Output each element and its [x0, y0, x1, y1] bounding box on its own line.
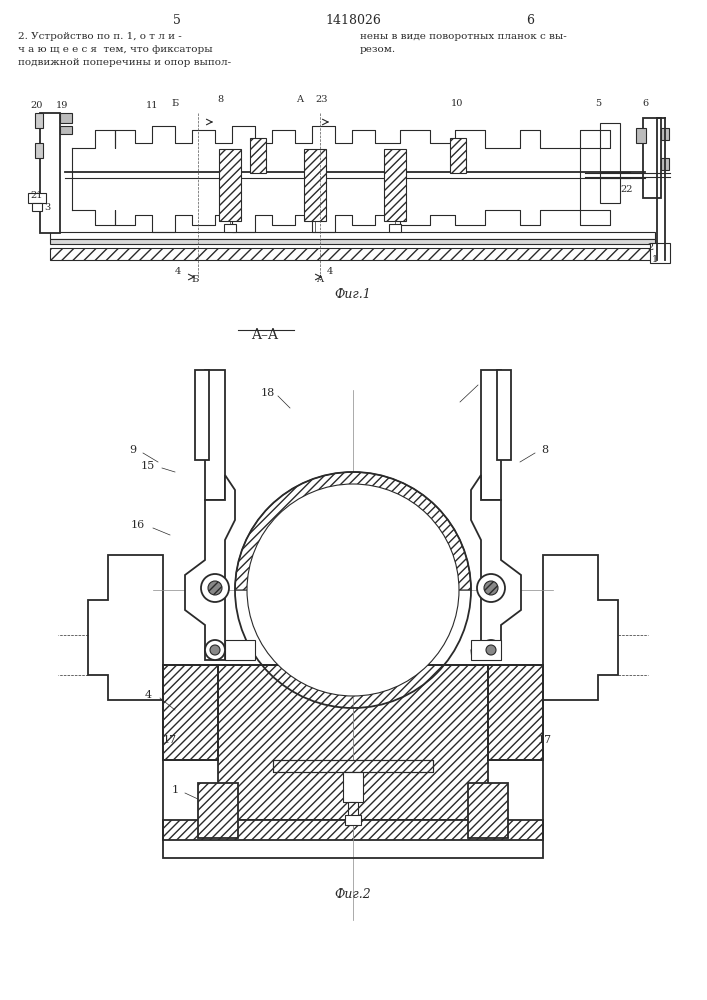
- Text: 23: 23: [316, 96, 328, 104]
- Text: 5: 5: [173, 13, 181, 26]
- Text: 6: 6: [526, 13, 534, 26]
- Bar: [35, 143, 43, 158]
- Text: 1418026: 1418026: [325, 13, 381, 26]
- Bar: [163, 820, 543, 840]
- Bar: [488, 665, 543, 760]
- Bar: [40, 113, 60, 233]
- Text: 1: 1: [171, 785, 179, 795]
- Bar: [60, 113, 72, 123]
- Polygon shape: [88, 555, 163, 700]
- Bar: [348, 802, 358, 817]
- Polygon shape: [543, 555, 618, 700]
- Circle shape: [477, 574, 505, 602]
- Circle shape: [201, 574, 229, 602]
- Bar: [343, 772, 363, 802]
- Bar: [661, 158, 669, 170]
- Polygon shape: [185, 475, 235, 660]
- Wedge shape: [235, 472, 471, 590]
- Bar: [471, 640, 501, 660]
- Polygon shape: [471, 475, 521, 660]
- Bar: [600, 123, 620, 203]
- Bar: [50, 232, 655, 239]
- Bar: [32, 203, 42, 211]
- Text: 23: 23: [480, 377, 494, 387]
- Text: 15: 15: [141, 461, 155, 471]
- Bar: [304, 149, 326, 221]
- Bar: [218, 665, 488, 820]
- Circle shape: [486, 645, 496, 655]
- Bar: [488, 665, 543, 760]
- Circle shape: [481, 640, 501, 660]
- Text: 22: 22: [621, 186, 633, 194]
- Bar: [468, 783, 508, 838]
- Bar: [35, 113, 43, 128]
- Bar: [345, 815, 361, 825]
- Text: 2: 2: [647, 243, 653, 252]
- Text: 4: 4: [175, 267, 181, 276]
- Bar: [273, 760, 433, 772]
- Bar: [497, 370, 511, 460]
- Bar: [224, 224, 236, 232]
- Text: 4: 4: [327, 267, 333, 276]
- Text: A: A: [296, 96, 303, 104]
- Bar: [163, 665, 218, 760]
- Text: 2. Устройство по п. 1, о т л и -
ч а ю щ е е с я  тем, что фиксаторы
подвижной п: 2. Устройство по п. 1, о т л и - ч а ю щ…: [18, 32, 231, 67]
- Text: A: A: [317, 274, 324, 284]
- Text: 6: 6: [642, 99, 648, 107]
- Bar: [250, 138, 266, 173]
- Bar: [50, 239, 655, 244]
- Bar: [389, 224, 401, 232]
- Text: 10: 10: [451, 99, 463, 107]
- Bar: [219, 149, 241, 221]
- Text: 3: 3: [44, 204, 50, 213]
- Bar: [60, 126, 72, 134]
- Bar: [198, 783, 238, 838]
- Circle shape: [205, 640, 225, 660]
- Circle shape: [210, 645, 220, 655]
- Text: 4: 4: [144, 690, 151, 700]
- Text: 19: 19: [56, 102, 68, 110]
- Text: 9: 9: [129, 445, 136, 455]
- Text: 18: 18: [261, 388, 275, 398]
- Text: 8: 8: [542, 445, 549, 455]
- Text: 16: 16: [131, 520, 145, 530]
- Text: A–A: A–A: [252, 328, 279, 342]
- Circle shape: [208, 581, 222, 595]
- Bar: [650, 243, 670, 263]
- Bar: [661, 128, 669, 140]
- Circle shape: [484, 581, 498, 595]
- Text: Б: Б: [192, 274, 199, 284]
- Text: 1: 1: [652, 255, 658, 264]
- Bar: [163, 665, 543, 858]
- Text: 17: 17: [163, 735, 177, 745]
- Bar: [225, 640, 255, 660]
- Text: 21: 21: [30, 190, 43, 200]
- Bar: [163, 665, 218, 760]
- Text: 20: 20: [31, 102, 43, 110]
- Text: 17: 17: [538, 735, 552, 745]
- Bar: [636, 128, 646, 143]
- Text: Фиг.2: Фиг.2: [334, 888, 371, 902]
- Bar: [643, 118, 661, 198]
- Text: 11: 11: [146, 102, 158, 110]
- Bar: [273, 760, 433, 772]
- Bar: [384, 149, 406, 221]
- Text: 5: 5: [595, 99, 601, 107]
- Text: Б: Б: [171, 99, 179, 107]
- Bar: [450, 138, 466, 173]
- Text: Фиг.1: Фиг.1: [334, 288, 371, 302]
- Text: нены в виде поворотных планок с вы-
резом.: нены в виде поворотных планок с вы- резо…: [360, 32, 567, 54]
- Text: 8: 8: [217, 96, 223, 104]
- Bar: [195, 370, 209, 460]
- Bar: [50, 248, 655, 260]
- Circle shape: [247, 484, 459, 696]
- Bar: [481, 370, 501, 500]
- Bar: [205, 370, 225, 500]
- Bar: [28, 193, 46, 203]
